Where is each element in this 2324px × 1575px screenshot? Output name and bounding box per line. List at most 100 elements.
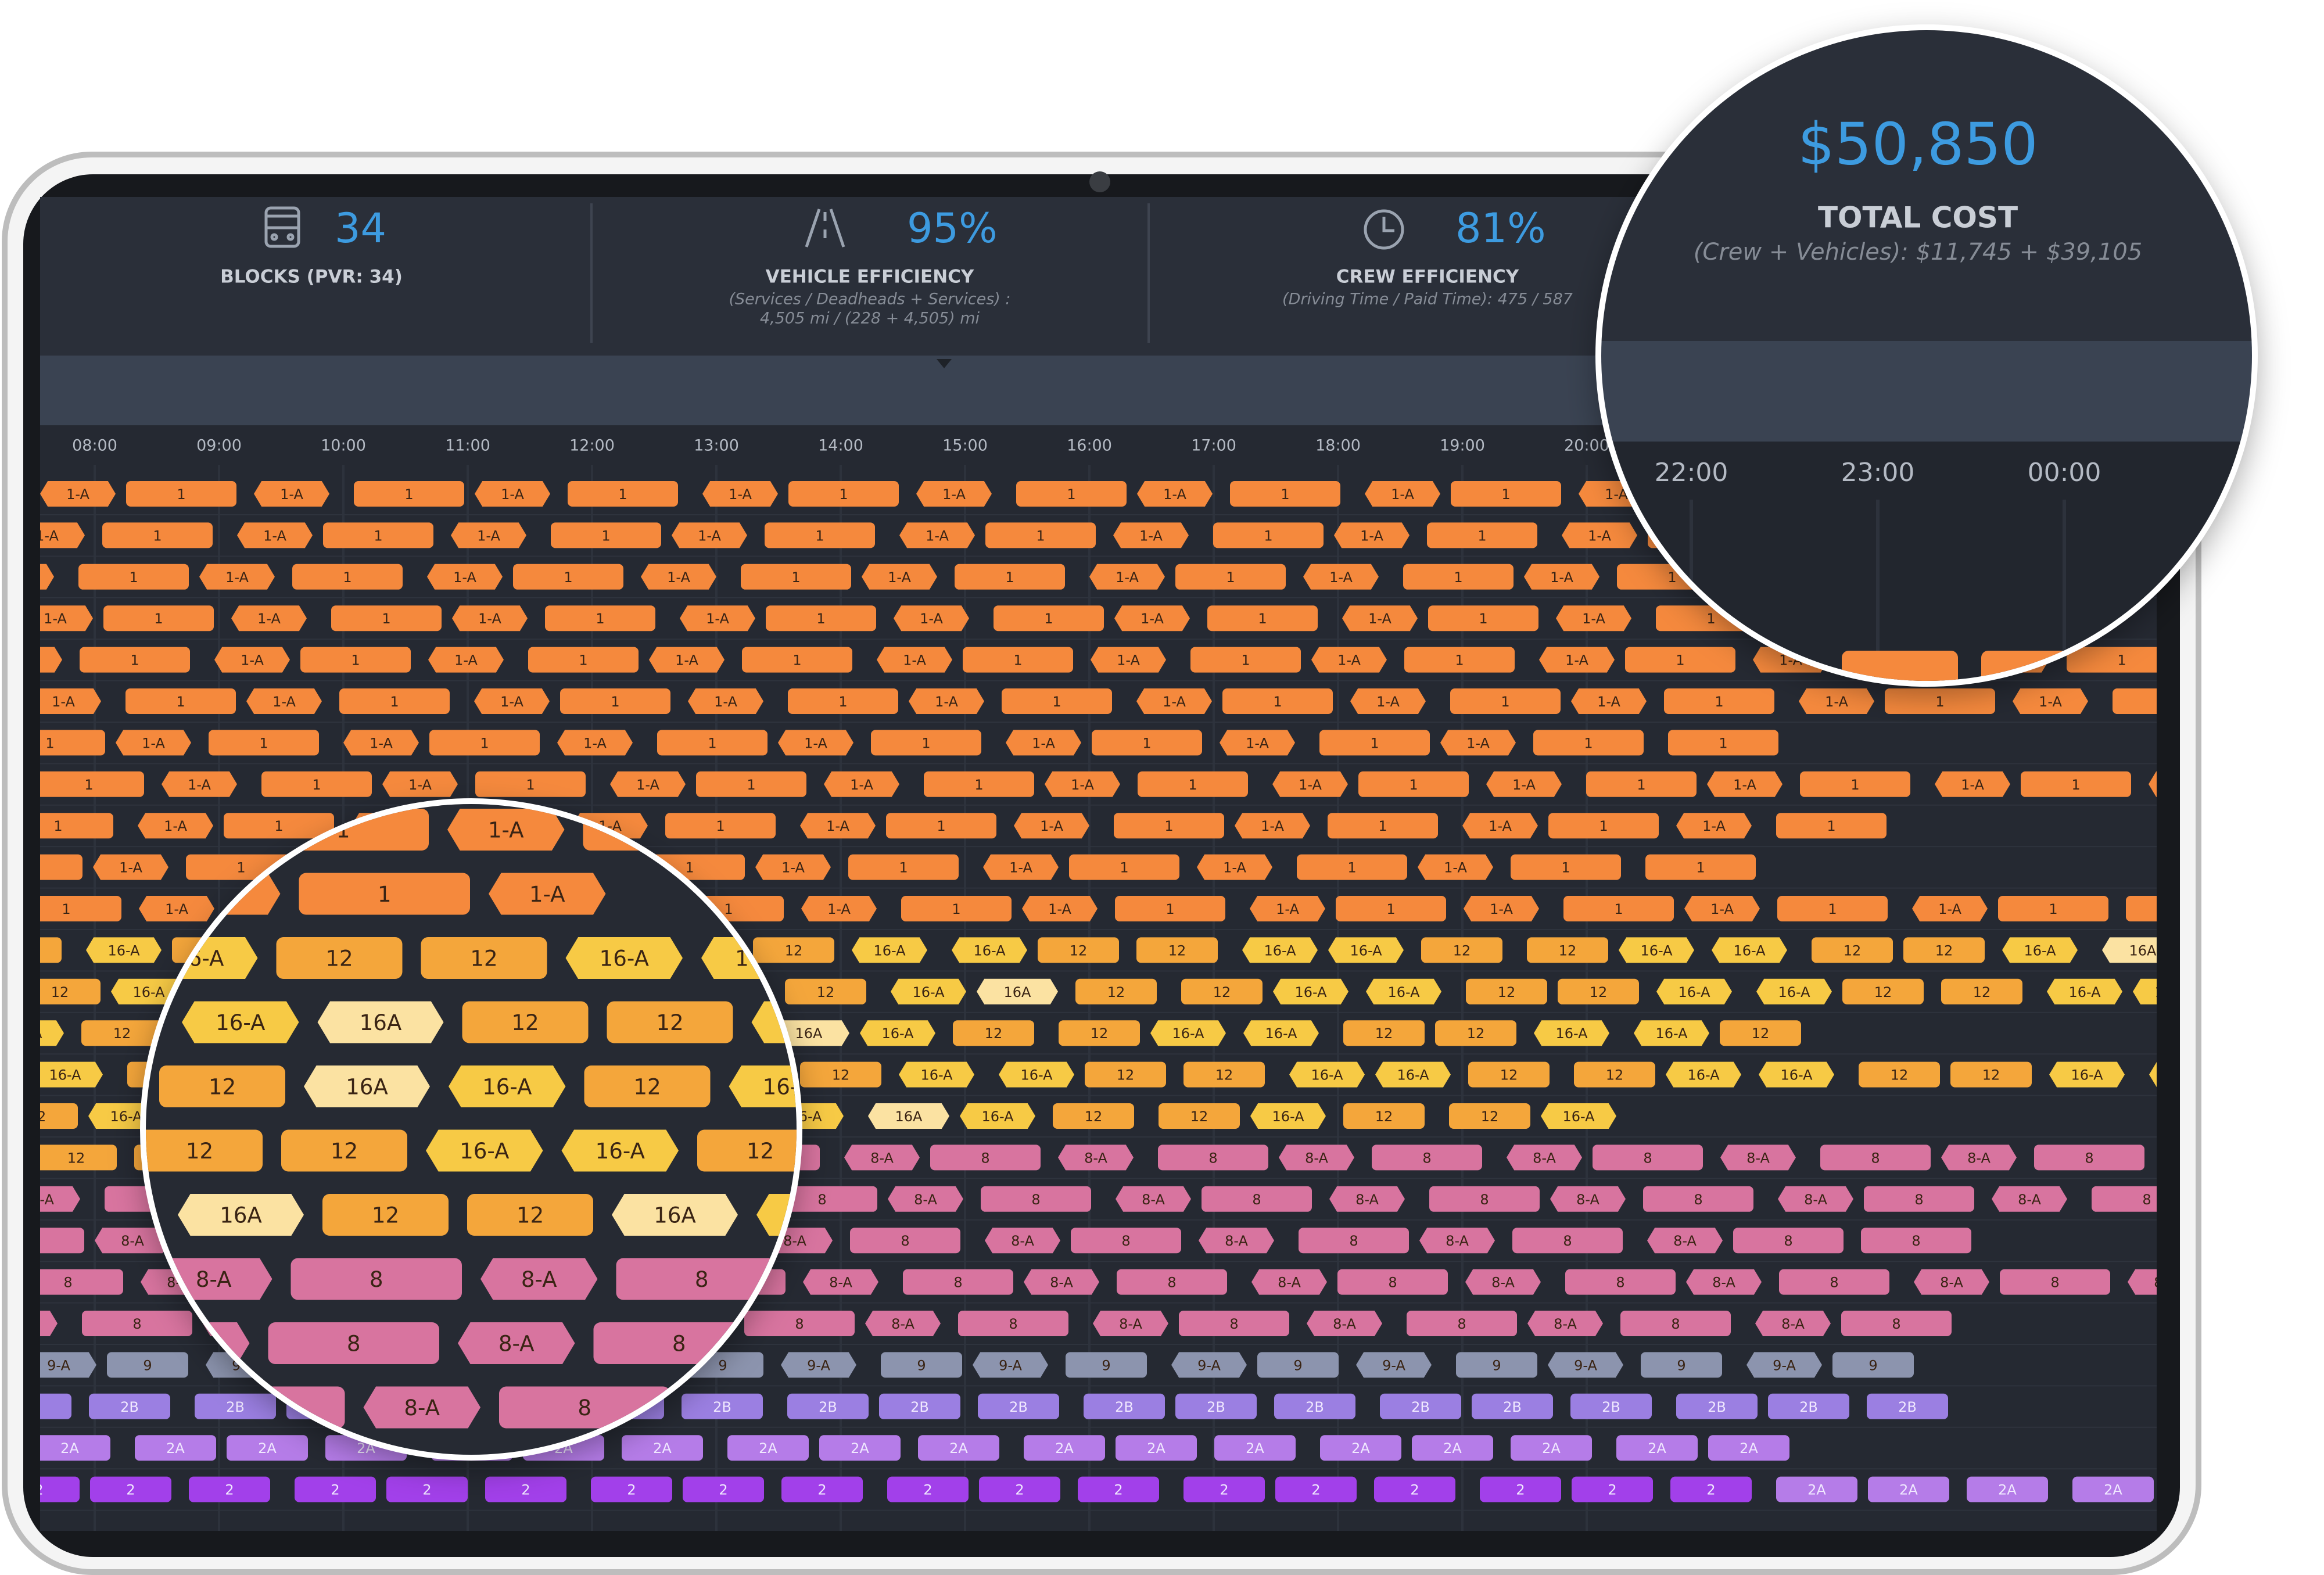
block-label: 8-A (1305, 1150, 1328, 1166)
route-block (304, 1065, 430, 1107)
route-block (955, 564, 1065, 590)
route-block (557, 730, 633, 756)
collapse-toggle[interactable] (937, 359, 952, 368)
route-block (1466, 978, 1547, 1004)
block-label: 8-A (1746, 1150, 1770, 1166)
block-label: 8 (1031, 1192, 1040, 1208)
block-label: 9 (1102, 1357, 1110, 1373)
route-block (2034, 1145, 2144, 1171)
block-label: 1-A (500, 694, 523, 710)
block-label: 2A (759, 1440, 777, 1456)
block-label: 16-A (2071, 1067, 2103, 1084)
block-label: 2 (1410, 1482, 1419, 1498)
route-block (254, 481, 329, 507)
route-block (299, 873, 470, 915)
block-label: 1-A (529, 881, 565, 907)
route-block (978, 1393, 1059, 1419)
route-block (214, 647, 290, 673)
block-label: 1-A (188, 777, 211, 793)
block-label: 8-A (521, 1267, 557, 1292)
block-label: 1 (1828, 901, 1837, 917)
block-label: 9 (718, 1357, 727, 1373)
block-label: 1 (1165, 901, 1174, 917)
block-label: 8-A (1967, 1150, 1991, 1166)
block-label: 8-A (2239, 1192, 2262, 1208)
block-label: 12 (1500, 1067, 1518, 1084)
hour-label: 13:00 (694, 437, 739, 455)
route-block (1175, 564, 1286, 590)
route-block (295, 1476, 376, 1502)
route-block (1511, 854, 1621, 880)
block-label: 1-A (488, 817, 524, 843)
route-block (1066, 1352, 1147, 1378)
route-block (1242, 937, 1318, 963)
block-label: 1 (815, 528, 824, 544)
route-block (40, 688, 101, 714)
metric-label: BLOCKS (PVR: 34) (220, 267, 403, 288)
total-cost-label: TOTAL COST (1818, 201, 2018, 235)
block-label: 2A (1443, 1440, 1462, 1456)
route-block (2255, 1145, 2324, 1170)
block-label: 12 (1935, 942, 1953, 959)
route-block (81, 1020, 163, 1046)
route-block (916, 481, 992, 507)
block-label: 1 (130, 652, 139, 669)
route-block (1571, 688, 1647, 714)
route-block (1480, 1476, 1561, 1502)
block-label: 1 (952, 901, 960, 917)
route-block (189, 1476, 270, 1502)
route-block (2072, 1476, 2154, 1502)
route-block (1676, 1393, 1758, 1419)
block-label: 2B (1503, 1399, 1522, 1415)
route-block (1556, 605, 1631, 632)
route-block (2128, 1269, 2157, 1295)
route-block (1024, 1435, 1105, 1461)
block-label: 8 (1480, 1192, 1489, 1208)
block-label: 2B (1708, 1399, 1726, 1415)
route-block (1812, 937, 1893, 963)
route-block (1707, 771, 1783, 797)
route-block (40, 813, 113, 839)
route-block (1550, 1186, 1626, 1212)
route-block (981, 1186, 1091, 1212)
route-block (1756, 978, 1832, 1004)
route-block (1625, 647, 1735, 673)
block-label: 1 (1188, 777, 1197, 793)
block-label: 1-A (1565, 652, 1588, 669)
route-block (126, 481, 236, 507)
hour-label: 08:00 (72, 437, 117, 455)
block-label: 2A (1542, 1440, 1561, 1456)
block-label: 1 (1005, 569, 1014, 586)
route-block (1024, 1269, 1099, 1295)
total-cost-value: $50,850 (1798, 110, 2038, 178)
block-label: 8 (817, 1192, 826, 1208)
block-label: 8 (2278, 1275, 2287, 1291)
route-block (1069, 854, 1179, 880)
block-label: 1-A (675, 652, 698, 669)
block-label: 8-A (1781, 1316, 1805, 1332)
block-label: 16-A (981, 1108, 1014, 1125)
route-block (1534, 1020, 1609, 1046)
route-block (1251, 1269, 1327, 1295)
hour-label: 17:00 (1191, 437, 1236, 455)
block-label: 1-A (1961, 777, 1984, 793)
block-label: 16-A (2024, 942, 2056, 959)
block-label: 2 (627, 1482, 636, 1498)
route-block (182, 1001, 299, 1043)
block-label: 9-A (47, 1357, 70, 1373)
route-block (146, 1129, 263, 1172)
block-label: 1 (724, 901, 733, 917)
block-label: 1 (1715, 694, 1723, 710)
route-block (1366, 978, 1441, 1004)
hour-label: 12:00 (569, 437, 615, 455)
block-label: 8 (1457, 1316, 1466, 1332)
route-block (2149, 771, 2157, 797)
block-label: 1 (685, 860, 694, 876)
block-label: 1-A (35, 528, 59, 544)
route-block (1329, 1186, 1405, 1212)
route-block (475, 481, 550, 507)
block-label: 8 (2085, 1150, 2093, 1166)
block-label: 1-A (1223, 860, 1246, 876)
route-block (1328, 937, 1404, 963)
block-label: 2B (120, 1399, 139, 1415)
